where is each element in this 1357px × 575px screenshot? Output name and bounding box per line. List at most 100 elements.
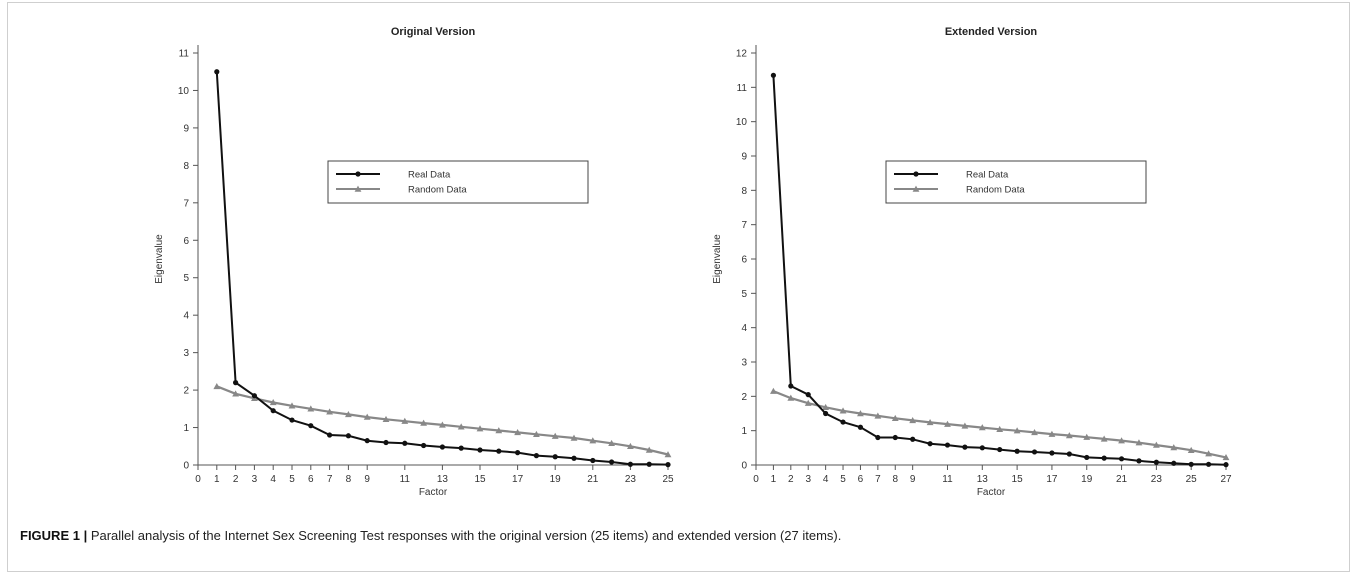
point-random-data (420, 419, 427, 426)
point-real-data (646, 461, 652, 467)
point-random-data (213, 382, 221, 390)
y-tick-label: 2 (741, 392, 747, 403)
figure-label: FIGURE 1 | (20, 528, 88, 543)
point-random-data (1083, 433, 1091, 440)
y-tick-label: 11 (179, 49, 190, 60)
legend-marker-real-data (913, 171, 919, 177)
point-random-data (944, 420, 951, 427)
point-real-data (1101, 455, 1107, 461)
point-random-data (909, 416, 917, 424)
point-real-data (1223, 462, 1229, 468)
point-random-data (822, 403, 830, 411)
x-tick-label: 7 (327, 474, 333, 485)
point-random-data (996, 425, 1004, 433)
chart-title: Extended Version (945, 26, 1038, 38)
point-real-data (1066, 451, 1072, 457)
point-real-data (289, 417, 295, 423)
point-random-data (874, 412, 882, 419)
point-random-data (1100, 435, 1108, 442)
point-random-data (457, 423, 465, 430)
point-real-data (533, 453, 539, 459)
point-random-data (382, 415, 390, 423)
y-tick-label: 7 (741, 220, 747, 231)
point-real-data (571, 455, 577, 461)
y-axis-label: Eigenvalue (154, 234, 165, 284)
point-random-data (288, 402, 296, 409)
point-real-data (875, 434, 881, 441)
x-tick-label: 9 (910, 474, 916, 485)
point-random-data (326, 408, 333, 415)
series-line-random-data (216, 385, 669, 456)
point-real-data (421, 442, 427, 449)
point-random-data (961, 422, 969, 429)
x-tick-label: 23 (625, 474, 637, 485)
point-real-data (496, 448, 502, 454)
point-real-data (857, 424, 864, 430)
point-random-data (495, 427, 503, 434)
point-random-data (627, 442, 634, 449)
point-real-data (439, 444, 445, 450)
point-random-data (926, 419, 934, 426)
point-real-data (1118, 456, 1125, 462)
point-random-data (645, 446, 653, 453)
point-random-data (608, 439, 615, 446)
x-tick-label: 11 (942, 474, 953, 485)
x-tick-label: 9 (364, 474, 370, 485)
y-tick-label: 0 (741, 461, 747, 472)
x-tick-label: 8 (892, 474, 898, 485)
point-real-data (233, 380, 239, 386)
point-real-data (251, 393, 257, 399)
point-real-data (609, 459, 615, 465)
point-real-data (1153, 459, 1159, 465)
legend-box (885, 160, 1147, 204)
point-real-data (1188, 461, 1194, 467)
x-tick-label: 4 (823, 474, 829, 485)
point-random-data (363, 413, 371, 420)
point-random-data (1013, 427, 1021, 434)
x-tick-label: 15 (474, 474, 486, 485)
point-real-data (788, 383, 794, 389)
y-tick-label: 11 (737, 83, 748, 94)
point-random-data (787, 394, 795, 401)
point-random-data (770, 387, 777, 394)
point-real-data (458, 445, 464, 451)
y-tick-label: 7 (183, 198, 189, 209)
x-tick-label: 2 (788, 474, 794, 485)
x-tick-label: 17 (512, 474, 524, 485)
y-tick-label: 5 (741, 289, 747, 300)
y-tick-label: 0 (183, 461, 189, 472)
point-random-data (1118, 437, 1125, 444)
point-real-data (402, 440, 408, 446)
y-tick-label: 3 (183, 348, 189, 359)
point-random-data (232, 390, 239, 397)
x-tick-label: 27 (1220, 474, 1232, 485)
point-real-data (770, 72, 777, 78)
x-tick-label: 1 (214, 474, 220, 485)
x-tick-label: 21 (587, 474, 599, 485)
point-random-data (345, 411, 352, 418)
point-random-data (1152, 441, 1160, 448)
point-real-data (515, 450, 521, 456)
point-random-data (1222, 454, 1230, 461)
x-tick-label: 13 (437, 474, 449, 485)
point-real-data (1171, 460, 1177, 466)
x-axis-label: Factor (419, 487, 448, 498)
y-axis-label: Eigenvalue (712, 234, 723, 284)
point-real-data (364, 438, 370, 444)
point-random-data (1170, 444, 1178, 451)
point-real-data (590, 457, 596, 464)
point-real-data (270, 408, 276, 414)
point-real-data (345, 433, 351, 439)
point-random-data (1135, 439, 1143, 446)
x-tick-label: 6 (308, 474, 314, 485)
point-random-data (570, 434, 578, 441)
point-real-data (1205, 461, 1212, 467)
point-real-data (1031, 449, 1038, 455)
point-real-data (1084, 454, 1090, 461)
point-random-data (1205, 450, 1212, 457)
point-real-data (627, 461, 633, 467)
y-tick-label: 12 (736, 49, 748, 60)
point-random-data (1048, 430, 1056, 437)
point-real-data (477, 447, 483, 453)
